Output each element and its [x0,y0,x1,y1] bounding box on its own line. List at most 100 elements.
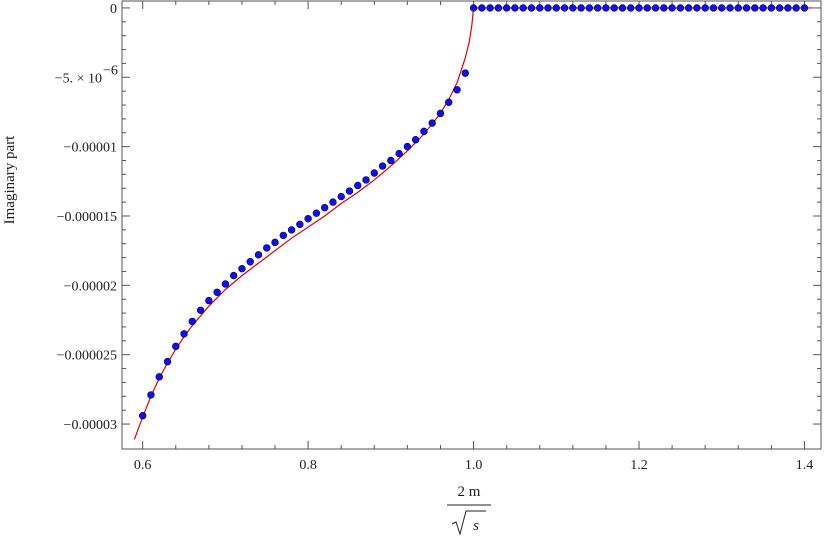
data-point [196,306,205,314]
data-point [469,4,478,12]
data-point [229,271,238,280]
y-tick-label: −0.00002 [64,279,117,294]
data-point [569,4,577,12]
plot-border [121,0,822,450]
data-point [742,4,751,12]
data-point [560,4,569,12]
y-axis-label: Imaginary part [2,135,18,225]
data-point [263,244,271,252]
data-point [205,296,213,305]
data-point [213,288,221,296]
data-point [544,4,552,12]
data-point [602,4,610,12]
data-point [246,258,254,266]
data-point [800,4,809,12]
curve-layer [133,7,813,440]
data-point [461,69,469,77]
data-point [527,4,536,12]
data-point [403,142,412,151]
data-point [436,109,445,118]
x-axis-label-denominator: s [473,518,479,534]
x-axis-label-numerator: 2 m [458,484,481,500]
x-axis-label-sqrt-sign [451,510,486,536]
data-point [693,4,701,12]
data-point [370,169,378,177]
data-point [428,119,436,127]
data-point [593,4,602,12]
y-tick-label: −5. × 10 [55,71,102,86]
data-point [668,4,676,12]
x-tick-label: 0.6 [134,458,152,473]
data-point [792,4,800,12]
data-point [494,4,503,12]
data-point [420,127,428,136]
x-tick-label: 1.2 [630,458,648,473]
y-tick-label-exponent: −6 [103,63,118,78]
y-tick-label: −0.00001 [64,141,117,156]
data-point [188,317,197,326]
data-point [172,342,180,351]
data-point [775,4,784,12]
data-point [312,209,321,217]
data-point [701,4,709,12]
data-point [163,357,172,366]
data-point [643,4,651,12]
data-point [618,4,627,12]
x-tick-label: 1.4 [796,458,814,473]
data-point [709,4,718,12]
data-point [155,373,163,381]
data-point [180,330,188,338]
data-point [329,198,337,206]
data-point [147,391,155,399]
data-point [279,231,288,240]
data-point [660,4,668,12]
data-point [577,4,585,12]
y-tick-label: −0.00003 [64,418,117,433]
data-point [651,4,660,12]
data-point [271,238,279,247]
y-axis-ticks: 0 −5. × 10−6 −0.00001 −0.000015 −0.00002 −0.0… [55,2,821,433]
data-point [453,86,461,94]
data-point [610,4,618,12]
data-point [726,4,734,12]
y-tick-label: −0.000015 [57,210,117,225]
data-point [411,136,420,144]
data-point [784,4,792,12]
data-point [304,215,312,223]
data-point [337,192,345,201]
data-point [138,412,147,420]
data-point [345,187,354,195]
data-point [502,4,511,12]
data-point [296,220,304,229]
data-point [354,181,362,190]
data-point [238,264,246,273]
data-point [734,4,742,12]
x-axis-ticks: 0.6 0.8 1.0 1.2 1.4 [134,1,813,473]
data-point [767,4,776,12]
data-point [478,4,486,12]
y-tick-label: 0 [110,2,117,17]
data-point [395,149,403,158]
data-point [684,4,693,12]
data-point [221,280,230,288]
data-point [519,4,527,12]
data-point [287,226,296,234]
data-point [362,176,370,184]
data-point [627,4,635,12]
data-point [759,4,767,12]
points-layer [138,4,809,420]
data-point [718,4,726,12]
series-curve-line [133,7,813,440]
data-point [635,4,643,12]
plot-frame [121,0,822,450]
data-point [751,4,759,12]
data-point [486,4,494,12]
data-point [585,4,594,12]
data-point [254,251,263,259]
x-tick-label: 1.0 [465,458,483,473]
data-point [445,98,453,106]
data-point [552,4,560,12]
data-point [676,4,685,12]
